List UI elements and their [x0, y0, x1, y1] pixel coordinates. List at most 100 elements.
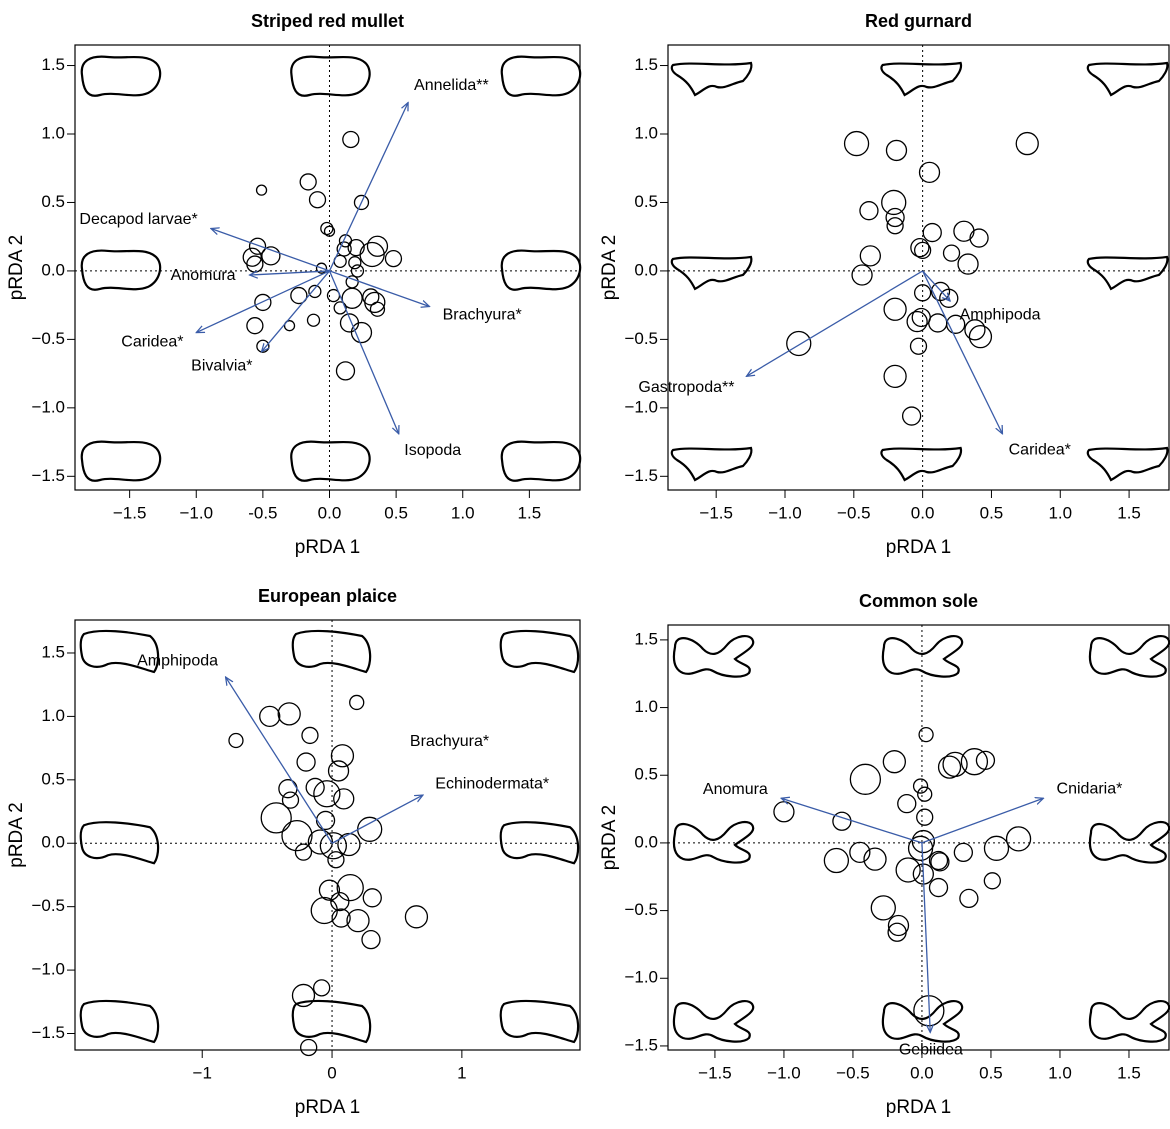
arrow [746, 270, 923, 376]
point [910, 237, 930, 258]
point [333, 301, 347, 315]
point [928, 877, 949, 898]
fish-outline [881, 635, 964, 678]
point [315, 262, 328, 274]
point [254, 293, 272, 312]
fish-outline [500, 440, 582, 482]
point [906, 310, 928, 333]
arrow [226, 677, 333, 844]
x-axis-label: pRDA 1 [295, 537, 360, 558]
x-tick-label: 1.5 [518, 503, 542, 522]
point [1005, 826, 1032, 852]
point [350, 264, 365, 278]
y-tick-label: −1.0 [31, 397, 65, 416]
fish-outline [672, 820, 755, 864]
point [859, 201, 879, 221]
point [291, 983, 316, 1008]
point [246, 255, 264, 273]
y-tick-label: −0.5 [624, 900, 658, 919]
point [968, 324, 993, 349]
point [928, 313, 948, 333]
x-tick-label: -0.5 [248, 503, 277, 522]
arrow-label: Amphipoda [137, 653, 218, 670]
point [357, 816, 383, 842]
fish-outline [80, 440, 162, 482]
y-tick-label: 1.5 [41, 55, 65, 74]
y-tick-label: 0.5 [634, 192, 658, 211]
x-tick-label: 0.0 [910, 1063, 934, 1082]
arrow [331, 795, 423, 844]
point [1015, 131, 1039, 156]
arrow [921, 842, 930, 1032]
point [347, 238, 365, 257]
fish-outline [500, 249, 582, 291]
point [255, 184, 268, 196]
y-tick-label: 0.5 [634, 765, 658, 784]
y-tick-label: 0.5 [41, 192, 65, 211]
y-tick-label: 0.5 [41, 769, 65, 788]
point [773, 801, 795, 823]
point [897, 794, 917, 814]
arrow [329, 270, 429, 307]
fish-outline [1086, 446, 1169, 482]
fish-outline [1088, 635, 1170, 678]
point [786, 330, 812, 357]
point [849, 763, 882, 795]
point [337, 832, 361, 857]
arrow-label: Brachyura* [410, 733, 489, 750]
point [942, 244, 961, 262]
point [886, 217, 904, 235]
x-tick-label: −1.5 [699, 503, 733, 522]
point [881, 189, 907, 216]
point [350, 321, 373, 344]
point [248, 237, 267, 255]
point [983, 872, 1001, 890]
point [308, 284, 322, 299]
point [320, 221, 334, 236]
point [281, 791, 300, 809]
arrow-label: Amphipoda [960, 307, 1041, 324]
y-tick-label: 1.0 [41, 123, 65, 142]
point [348, 256, 362, 270]
y-tick-label: 1.0 [634, 697, 658, 716]
x-axis-label: pRDA 1 [886, 1097, 951, 1118]
arrow-label: Brachyura* [443, 306, 522, 323]
x-tick-label: 1.5 [1117, 503, 1141, 522]
point [308, 191, 327, 209]
point [922, 222, 942, 243]
x-tick-label: 0 [327, 1063, 336, 1082]
point [930, 852, 950, 872]
chart-title: Red gurnard [865, 11, 972, 31]
point [901, 406, 922, 426]
y-tick-label: 0.0 [41, 833, 65, 852]
point [359, 241, 385, 268]
point [349, 694, 365, 711]
y-tick-label: 0.0 [634, 832, 658, 851]
fish-outline [291, 629, 372, 674]
point [843, 130, 870, 157]
fish-outline [672, 1000, 755, 1043]
x-tick-label: 1.0 [1048, 503, 1072, 522]
arrow [196, 270, 330, 333]
point [296, 752, 316, 772]
y-tick-label: −1.0 [624, 968, 658, 987]
point [883, 364, 907, 389]
point [300, 1038, 318, 1057]
point [306, 313, 321, 327]
y-tick-label: 1.5 [41, 642, 65, 661]
arrow [211, 228, 330, 272]
x-tick-label: −1.0 [767, 1063, 801, 1082]
arrow-label: Cnidaria* [1057, 781, 1123, 798]
y-tick-label: 1.5 [634, 629, 658, 648]
point [953, 220, 975, 242]
point [310, 896, 338, 925]
point [278, 779, 298, 799]
y-tick-label: −1.0 [31, 960, 65, 979]
y-tick-label: 0.0 [634, 260, 658, 279]
point [883, 297, 907, 321]
arrow-label: Echinodermata* [435, 776, 549, 793]
arrow-label: Bivalvia* [191, 358, 252, 375]
point [823, 847, 850, 874]
